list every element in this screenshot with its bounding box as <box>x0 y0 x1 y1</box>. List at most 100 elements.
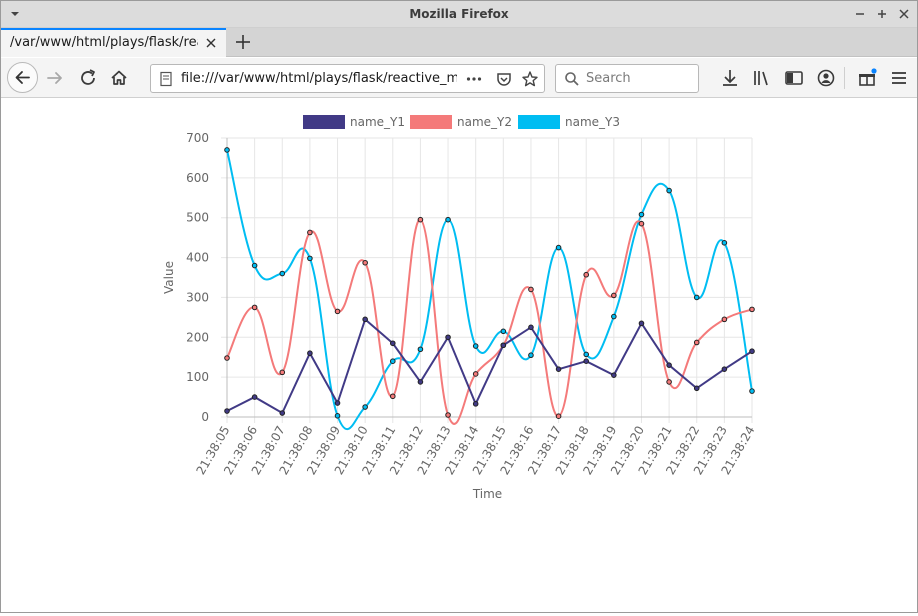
data-point-name_Y1 <box>500 342 507 349</box>
data-point-name_Y2 <box>389 393 396 400</box>
back-icon[interactable] <box>7 62 38 93</box>
data-point-name_Y1 <box>224 408 230 414</box>
data-point-name_Y3 <box>611 313 617 320</box>
data-point-name_Y3 <box>224 147 230 153</box>
data-point-name_Y1 <box>693 385 700 392</box>
data-point-name_Y1 <box>362 316 368 323</box>
data-point-name_Y3 <box>251 262 258 269</box>
data-point-name_Y2 <box>555 413 562 420</box>
y-tick-label: 400 <box>186 251 209 265</box>
downloads-icon[interactable] <box>719 67 741 89</box>
search-box[interactable]: Search <box>555 64 699 93</box>
y-axis-title: Value <box>162 261 176 294</box>
tab-active[interactable]: /var/www/html/plays/flask/reactive_my_ <box>1 28 226 57</box>
data-point-name_Y3 <box>583 351 590 358</box>
data-point-name_Y2 <box>721 316 728 323</box>
window-menu-icon[interactable] <box>9 8 21 20</box>
tab-close-icon[interactable] <box>203 34 219 52</box>
reload-icon[interactable] <box>77 67 99 89</box>
data-point-name_Y2 <box>666 379 672 385</box>
series-line-name_Y2 <box>226 218 753 425</box>
data-point-name_Y3 <box>555 244 562 251</box>
data-point-name_Y3 <box>279 270 286 277</box>
toolbar-divider <box>844 67 845 89</box>
data-point-name_Y3 <box>417 346 424 353</box>
data-point-name_Y1 <box>279 410 286 416</box>
data-point-name_Y2 <box>251 304 258 311</box>
data-point-name_Y2 <box>445 412 451 418</box>
y-tick-label: 200 <box>186 330 209 344</box>
data-point-name_Y1 <box>417 379 424 385</box>
data-point-name_Y1 <box>555 366 562 372</box>
data-point-name_Y2 <box>693 339 700 346</box>
line-chart: 010020030040050060070021:38:0521:38:0621… <box>162 115 758 501</box>
data-point-name_Y1 <box>528 324 534 331</box>
data-point-name_Y1 <box>583 358 590 365</box>
legend-swatch-name_Y1 <box>303 115 345 129</box>
legend-label: name_Y3 <box>565 115 620 129</box>
data-point-name_Y2 <box>307 229 313 236</box>
forward-icon[interactable] <box>44 67 66 89</box>
y-tick-label: 0 <box>201 410 209 424</box>
data-point-name_Y3 <box>500 328 507 335</box>
navigation-toolbar: file:///var/www/html/plays/flask/reactiv… <box>1 58 917 98</box>
hamburger-menu-icon[interactable] <box>888 67 910 89</box>
data-point-name_Y2 <box>334 308 341 315</box>
data-point-name_Y2 <box>362 259 368 266</box>
legend-swatch-name_Y3 <box>518 115 560 129</box>
data-point-name_Y1 <box>472 401 479 407</box>
library-icon[interactable] <box>751 67 773 89</box>
data-point-name_Y1 <box>445 334 451 341</box>
data-point-name_Y3 <box>666 187 672 194</box>
window-title: Mozilla Firefox <box>409 7 509 21</box>
data-point-name_Y3 <box>528 352 534 359</box>
sidebar-icon[interactable] <box>783 67 805 89</box>
data-point-name_Y3 <box>445 216 451 223</box>
data-point-name_Y3 <box>721 240 728 246</box>
page-info-icon[interactable] <box>158 71 174 87</box>
legend-swatch-name_Y2 <box>410 115 452 129</box>
data-point-name_Y2 <box>528 286 534 293</box>
search-placeholder: Search <box>586 71 631 86</box>
data-point-name_Y3 <box>638 211 645 218</box>
data-point-name_Y2 <box>611 292 617 299</box>
close-icon[interactable] <box>895 5 913 23</box>
account-icon[interactable] <box>815 67 837 89</box>
data-point-name_Y1 <box>721 366 728 372</box>
minimize-icon[interactable] <box>851 5 869 23</box>
data-point-name_Y1 <box>749 348 755 355</box>
data-point-name_Y1 <box>307 350 313 357</box>
data-point-name_Y3 <box>472 343 479 349</box>
data-point-name_Y2 <box>638 220 645 227</box>
url-text[interactable]: file:///var/www/html/plays/flask/reactiv… <box>181 71 457 86</box>
tab-title: /var/www/html/plays/flask/reactive_my_ <box>10 35 198 50</box>
page-actions-icon[interactable] <box>465 70 483 88</box>
y-tick-label: 300 <box>186 290 209 304</box>
data-point-name_Y1 <box>611 372 617 378</box>
tab-bar: /var/www/html/plays/flask/reactive_my_ <box>1 28 917 57</box>
title-bar: Mozilla Firefox <box>1 1 917 28</box>
bookmark-star-icon[interactable] <box>521 70 539 88</box>
data-point-name_Y1 <box>251 394 258 400</box>
data-point-name_Y1 <box>334 400 341 406</box>
y-tick-label: 600 <box>186 171 209 185</box>
maximize-icon[interactable] <box>873 5 891 23</box>
url-bar[interactable]: file:///var/www/html/plays/flask/reactiv… <box>150 64 545 93</box>
new-tab-icon[interactable] <box>232 30 254 54</box>
series-line-name_Y1 <box>226 317 753 415</box>
data-point-name_Y3 <box>362 404 368 410</box>
data-point-name_Y3 <box>693 294 700 301</box>
data-point-name_Y3 <box>307 255 313 262</box>
home-icon[interactable] <box>108 67 130 89</box>
data-point-name_Y2 <box>417 216 424 223</box>
legend-label: name_Y1 <box>350 115 405 129</box>
x-axis-title: Time <box>472 487 502 501</box>
pocket-icon[interactable] <box>495 70 513 88</box>
data-point-name_Y1 <box>638 320 645 327</box>
data-point-name_Y2 <box>279 369 286 376</box>
extensions-icon[interactable] <box>856 67 878 89</box>
y-tick-label: 100 <box>186 370 209 384</box>
y-tick-label: 700 <box>186 131 209 145</box>
data-point-name_Y2 <box>583 271 590 278</box>
